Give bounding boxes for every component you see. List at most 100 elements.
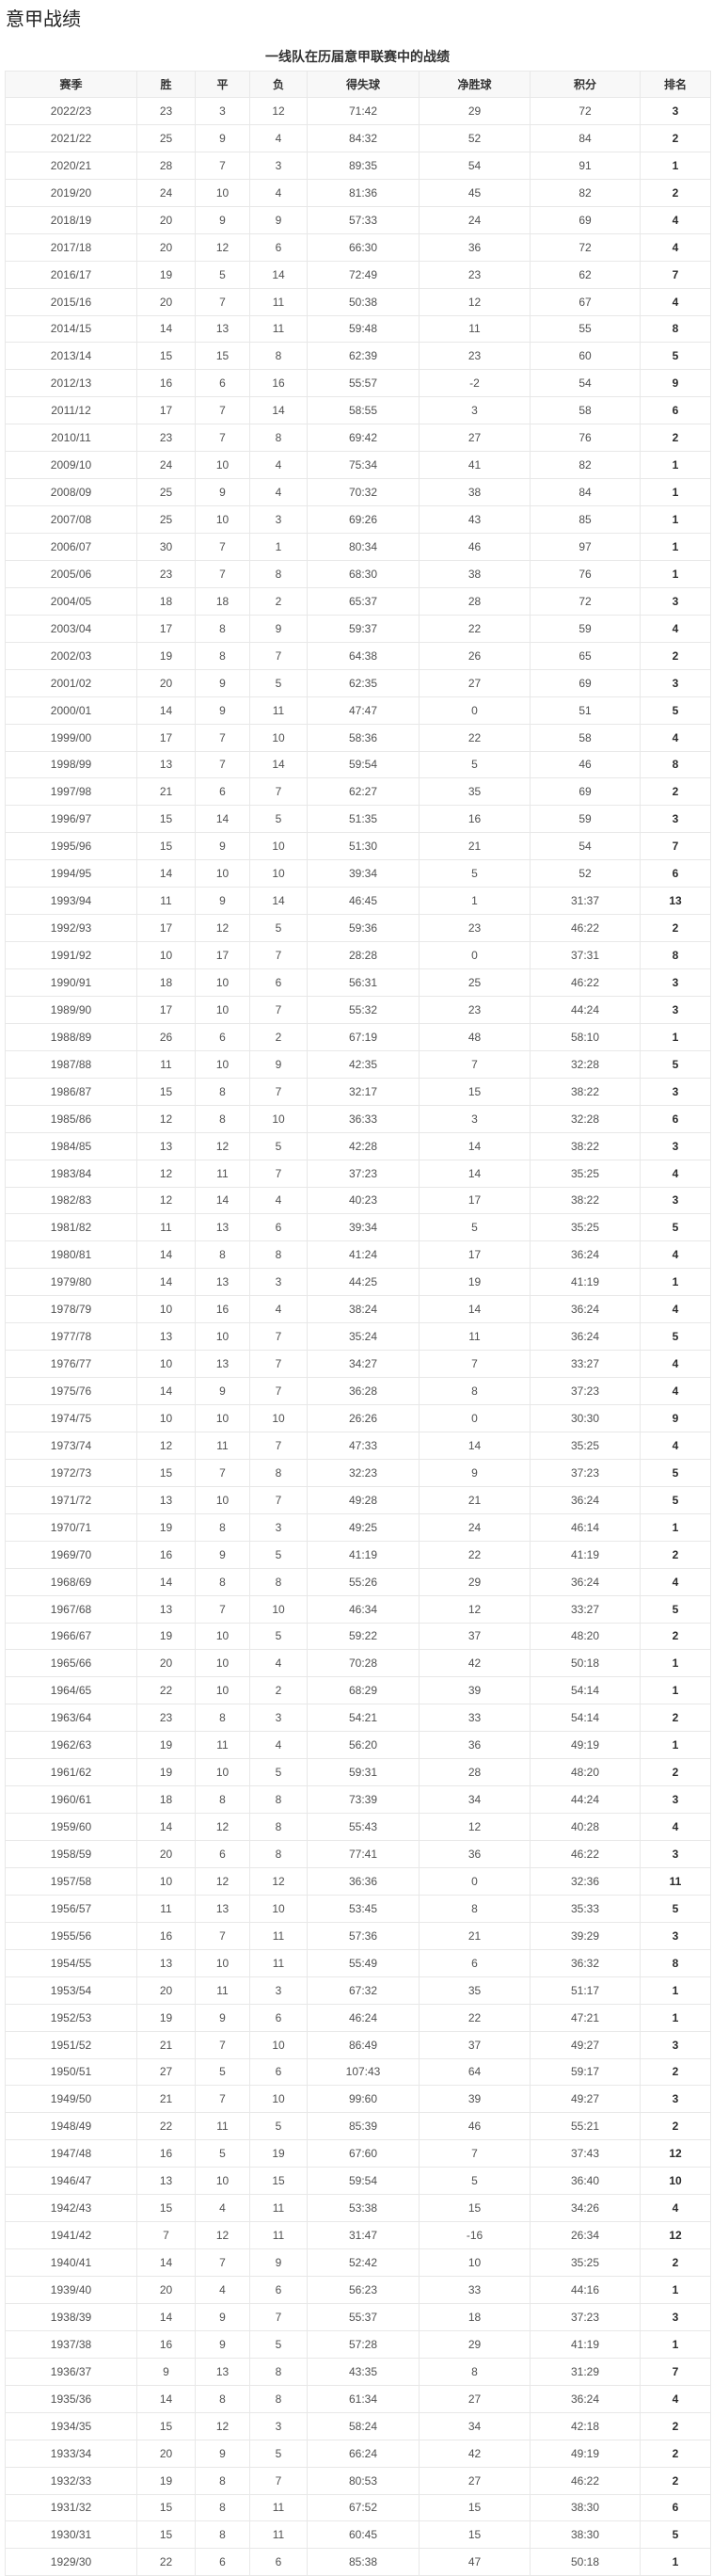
losses-cell: 10 <box>249 1594 308 1624</box>
rank-cell: 6 <box>640 1104 711 1133</box>
losses-cell: 3 <box>249 505 308 534</box>
draws-cell: 8 <box>195 641 250 670</box>
season-cell: 1960/61 <box>5 1785 137 1815</box>
points-cell: 82 <box>530 178 641 207</box>
goals-cell: 59:48 <box>307 314 420 344</box>
draws-cell: 12 <box>195 2221 250 2250</box>
table-row: 1996/97 15 14 5 51:35 16 59 3 <box>5 805 711 834</box>
draws-cell: 7 <box>195 1594 250 1624</box>
points-cell: 33:27 <box>530 1594 641 1624</box>
losses-cell: 4 <box>249 451 308 480</box>
losses-cell: 7 <box>249 641 308 670</box>
wins-cell: 15 <box>136 2520 196 2550</box>
wins-cell: 15 <box>136 1458 196 1487</box>
goal-diff-cell: 17 <box>419 1186 531 1215</box>
wins-cell: 17 <box>136 995 196 1024</box>
rank-cell: 2 <box>640 1758 711 1787</box>
goal-diff-cell: 28 <box>419 1758 531 1787</box>
losses-cell: 11 <box>249 2194 308 2223</box>
losses-cell: 4 <box>249 123 308 152</box>
goal-diff-cell: 15 <box>419 1077 531 1106</box>
losses-cell: 8 <box>249 1240 308 1270</box>
draws-cell: 9 <box>195 1377 250 1405</box>
column-header-points: 积分 <box>530 71 641 98</box>
losses-cell: 6 <box>249 232 308 262</box>
points-cell: 35:25 <box>530 2248 641 2277</box>
table-row: 1994/95 14 10 10 39:34 5 52 6 <box>5 859 711 888</box>
rank-cell: 4 <box>640 1295 711 1324</box>
goals-cell: 81:36 <box>307 178 420 207</box>
draws-cell: 14 <box>195 1186 250 1215</box>
goals-cell: 99:60 <box>307 2085 420 2114</box>
table-row: 1934/35 15 12 3 58:24 34 42:18 2 <box>5 2411 711 2440</box>
season-cell: 1987/88 <box>5 1049 137 1079</box>
goal-diff-cell: 10 <box>419 2248 531 2277</box>
goal-diff-cell: 27 <box>419 2466 531 2495</box>
wins-cell: 18 <box>136 586 196 616</box>
draws-cell: 10 <box>195 1948 250 1977</box>
points-cell: 72 <box>530 232 641 262</box>
wins-cell: 22 <box>136 2112 196 2141</box>
table-row: 1967/68 13 7 10 46:34 12 33:27 5 <box>5 1594 711 1624</box>
goal-diff-cell: 34 <box>419 2411 531 2440</box>
rank-cell: 8 <box>640 941 711 969</box>
wins-cell: 13 <box>136 1322 196 1352</box>
points-cell: 54 <box>530 832 641 861</box>
column-header-wins: 胜 <box>136 71 196 98</box>
table-row: 1939/40 20 4 6 56:23 33 44:16 1 <box>5 2276 711 2304</box>
draws-cell: 14 <box>195 805 250 834</box>
goals-cell: 36:28 <box>307 1377 420 1405</box>
losses-cell: 7 <box>249 1350 308 1379</box>
goal-diff-cell: 36 <box>419 1840 531 1868</box>
losses-cell: 9 <box>249 2248 308 2277</box>
wins-cell: 12 <box>136 1431 196 1460</box>
rank-cell: 1 <box>640 1512 711 1542</box>
losses-cell: 11 <box>249 314 308 344</box>
table-caption: 一线队在历届意甲联赛中的战绩 <box>265 49 450 64</box>
goals-cell: 67:32 <box>307 1976 420 2005</box>
wins-cell: 17 <box>136 723 196 752</box>
goals-cell: 60:45 <box>307 2520 420 2550</box>
draws-cell: 7 <box>195 559 250 588</box>
wins-cell: 21 <box>136 2030 196 2059</box>
season-cell: 1937/38 <box>5 2329 137 2359</box>
wins-cell: 12 <box>136 1104 196 1133</box>
draws-cell: 10 <box>195 1049 250 1079</box>
goals-cell: 59:37 <box>307 614 420 643</box>
table-row: 1969/70 16 9 5 41:19 22 41:19 2 <box>5 1540 711 1569</box>
season-cell: 1982/83 <box>5 1186 137 1215</box>
draws-cell: 9 <box>195 696 250 725</box>
season-cell: 1985/86 <box>5 1104 137 1133</box>
goals-cell: 71:42 <box>307 97 420 125</box>
season-cell: 1935/36 <box>5 2384 137 2413</box>
season-cell: 1933/34 <box>5 2439 137 2468</box>
points-cell: 58 <box>530 723 641 752</box>
points-cell: 36:32 <box>530 1948 641 1977</box>
losses-cell: 4 <box>249 178 308 207</box>
season-cell: 1955/56 <box>5 1921 137 1950</box>
draws-cell: 11 <box>195 2112 250 2141</box>
rank-cell: 11 <box>640 1866 711 1896</box>
goal-diff-cell: 22 <box>419 723 531 752</box>
wins-cell: 15 <box>136 1077 196 1106</box>
season-cell: 1976/77 <box>5 1350 137 1379</box>
points-cell: 49:19 <box>530 1731 641 1760</box>
season-cell: 1994/95 <box>5 859 137 888</box>
points-cell: 62 <box>530 260 641 289</box>
rank-cell: 5 <box>640 1213 711 1242</box>
rank-cell: 1 <box>640 151 711 180</box>
goals-cell: 69:42 <box>307 424 420 453</box>
points-cell: 59 <box>530 614 641 643</box>
points-cell: 54:14 <box>530 1676 641 1705</box>
losses-cell: 5 <box>249 2329 308 2359</box>
goal-diff-cell: 42 <box>419 1649 531 1678</box>
draws-cell: 8 <box>195 1512 250 1542</box>
losses-cell: 6 <box>249 2003 308 2032</box>
table-row: 2007/08 25 10 3 69:26 43 85 1 <box>5 505 711 534</box>
table-row: 2022/23 23 3 12 71:42 29 72 3 <box>5 97 711 125</box>
points-cell: 37:23 <box>530 2302 641 2331</box>
rank-cell: 5 <box>640 342 711 371</box>
points-cell: 48:20 <box>530 1758 641 1787</box>
season-cell: 2016/17 <box>5 260 137 289</box>
table-row: 2019/20 24 10 4 81:36 45 82 2 <box>5 178 711 207</box>
